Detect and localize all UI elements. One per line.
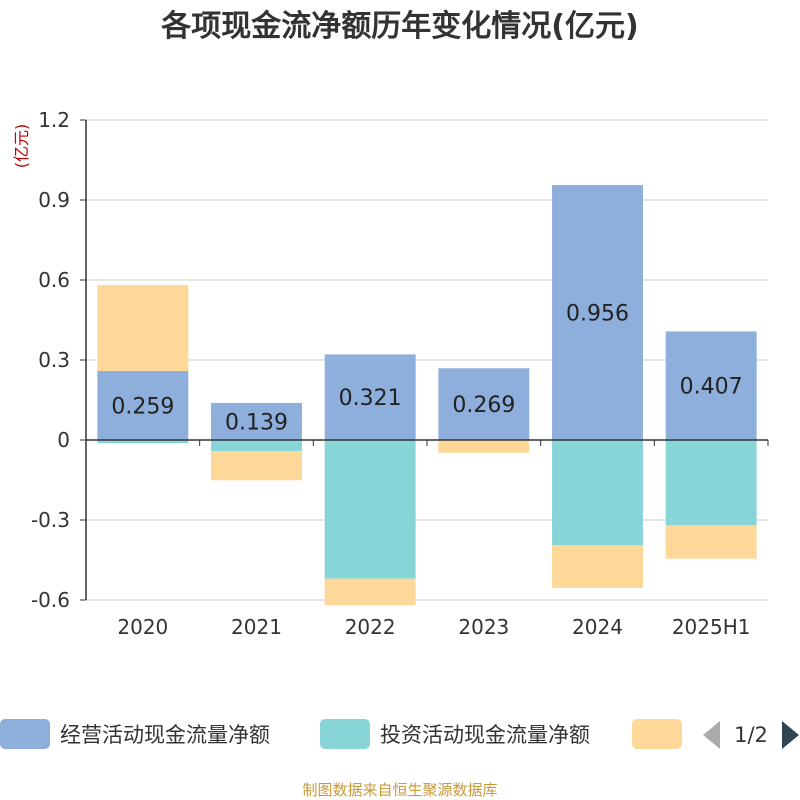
bar (665, 440, 757, 526)
bar (324, 440, 416, 579)
bar (324, 354, 416, 440)
legend-prev-page-icon[interactable] (703, 721, 720, 749)
x-tick-label: 2020 (117, 615, 168, 639)
data-label: 0.259 (111, 394, 174, 419)
legend-label-operating: 经营活动现金流量净额 (60, 723, 270, 747)
source-note: 制图数据来自恒生聚源数据库 (302, 781, 497, 799)
bar (97, 285, 189, 371)
bar (324, 578, 416, 606)
y-tick-label: 0 (57, 428, 70, 452)
data-label: 0.269 (452, 393, 515, 418)
x-tick-label: 2025H1 (672, 615, 751, 639)
bar (97, 370, 189, 440)
axes (85, 120, 769, 600)
data-labels: 0.259 0.139 0.321 0.269 0.956 0.407 (111, 302, 742, 436)
bar (211, 440, 302, 452)
data-label: 0.956 (566, 302, 629, 327)
legend-swatch-investing (320, 719, 370, 749)
y-axis-ticks: 1.2 0.9 0.6 0.3 0 -0.3 -0.6 (31, 108, 86, 612)
bar (552, 440, 643, 546)
bar (211, 451, 302, 481)
bars (97, 185, 757, 606)
legend-page-indicator: 1/2 (734, 723, 768, 747)
chart-title: 各项现金流净额历年变化情况(亿元) (160, 9, 638, 44)
bar (552, 545, 643, 588)
data-label: 0.139 (225, 410, 288, 435)
y-axis-unit: (亿元) (12, 124, 31, 169)
y-tick-label: -0.3 (31, 508, 70, 532)
legend: 经营活动现金流量净额 投资活动现金流量净额 1/2 (0, 719, 799, 749)
x-axis-ticks: 2020 2021 2022 2023 2024 2025H1 (117, 615, 750, 639)
bar (211, 402, 302, 440)
bar (552, 185, 643, 440)
bar (438, 440, 530, 453)
grid-lines (86, 119, 768, 601)
y-tick-label: 0.9 (38, 188, 70, 212)
y-tick-label: -0.6 (31, 588, 70, 612)
bar (665, 525, 757, 559)
bar (97, 440, 189, 444)
legend-swatch-operating (0, 719, 50, 749)
data-label: 0.321 (339, 386, 402, 411)
bar (665, 331, 757, 440)
legend-next-page-icon[interactable] (782, 721, 799, 749)
y-tick-label: 0.3 (38, 348, 70, 372)
x-tick-label: 2024 (572, 615, 623, 639)
y-tick-label: 1.2 (38, 108, 70, 132)
data-label: 0.407 (680, 375, 743, 400)
x-tick-label: 2022 (345, 615, 396, 639)
legend-label-investing: 投资活动现金流量净额 (380, 723, 590, 747)
y-tick-label: 0.6 (38, 268, 70, 292)
legend-swatch-financing (632, 719, 682, 749)
x-tick-label: 2023 (458, 615, 509, 639)
x-tick-label: 2021 (231, 615, 282, 639)
bar (438, 368, 530, 440)
